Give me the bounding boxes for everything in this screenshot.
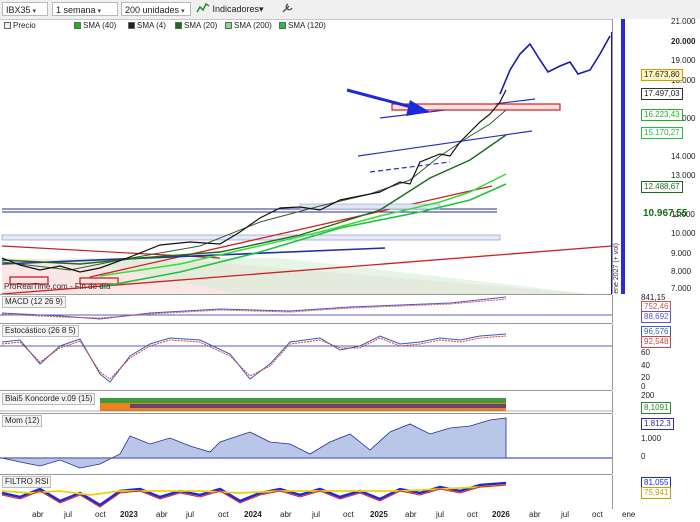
time-axis[interactable]: abr jul oct 2023 abr jul oct 2024 abr ju… [0, 509, 700, 522]
price-tick: 20.000 [671, 37, 696, 46]
indicators-button[interactable]: Indicadores▾ [196, 2, 276, 16]
projection-bar [621, 19, 625, 294]
price-tag-last: 17.673,80 [641, 69, 683, 81]
legend-item[interactable]: SMA (200) [225, 20, 272, 31]
legend-item[interactable]: SMA (120) [279, 20, 326, 31]
chevron-down-icon: ▾ [32, 8, 37, 15]
price-tick: 10.000 [671, 229, 696, 238]
momentum-pane[interactable]: Mom (12) [0, 414, 612, 475]
indicators-label: Indicadores [212, 4, 260, 14]
indicator-chart-icon [196, 2, 210, 13]
price-chart-pane[interactable]: ProRealTime.com - Fin de día [0, 32, 612, 295]
sma-40-line [99, 173, 507, 277]
sma-20-line [1, 134, 507, 265]
legend-item[interactable]: SMA (40) [74, 20, 116, 31]
momentum-axis: 1.812,3 1.000 0 [612, 414, 700, 474]
sma-200-line [1, 109, 507, 271]
chevron-down-icon: ▾ [97, 8, 102, 15]
projection-note: ene 2027 (+ vol) [613, 243, 620, 294]
chevron-down-icon: ▾ [181, 8, 185, 15]
price-tick: 13.000 [671, 171, 696, 180]
price-tag: 16.223,43 [641, 109, 683, 121]
price-tick: 21.000 [671, 17, 696, 26]
toolbar: IBX35 ▾ 1 semana ▾ 200 unidades ▾ Indicador… [0, 0, 700, 20]
support-box [9, 276, 49, 285]
filtro-title: FILTRO RSI [2, 476, 52, 488]
price-tag: 12.488,67 [641, 181, 683, 193]
momentum-title: Mom (12) [2, 415, 43, 427]
price-chart-svg[interactable] [0, 32, 612, 294]
units-label: 200 unidades [125, 5, 180, 15]
price-tick: 14.000 [671, 152, 696, 161]
sma-120-line [99, 183, 507, 288]
price-tick: 11.000 [671, 210, 695, 219]
trend-line [89, 185, 493, 278]
period-select[interactable]: 1 semana ▾ [52, 2, 118, 16]
price-tick: 8.000 [671, 267, 692, 276]
annotation-arrow [346, 88, 416, 110]
chevron-down-icon: ▾ [259, 4, 264, 14]
filtro-rsi-pane[interactable]: FILTRO RSI [0, 475, 612, 510]
price-tick: 9.000 [671, 249, 692, 258]
add-indicator-button[interactable] [280, 2, 294, 16]
price-axis[interactable]: ene 2027 (+ vol) 21.000 20.000 19.000 18… [612, 17, 700, 294]
arrow-head-icon [406, 100, 430, 116]
symbol-select[interactable]: IBX35 ▾ [2, 2, 48, 16]
legend-item[interactable]: Precio [4, 20, 36, 31]
price-line [1, 89, 507, 273]
resistance-box [391, 103, 561, 111]
support-zone [1, 234, 501, 241]
projection-line [499, 35, 611, 95]
koncorde-title: Blai5 Koncorde v.09 (15) [2, 393, 96, 405]
support-box [79, 277, 119, 285]
stochastic-pane[interactable]: Estocástico (26 8 5) [0, 324, 612, 391]
price-tag: 15.170,27 [641, 127, 683, 139]
filtro-axis: 81,055 75,941 [612, 475, 700, 509]
price-tick: 19.000 [671, 56, 696, 65]
wrench-icon [282, 3, 293, 13]
koncorde-axis: 200 8,1091 [612, 391, 700, 414]
koncorde-pane[interactable]: Blai5 Koncorde v.09 (15) [0, 391, 612, 414]
period-label: 1 semana [56, 5, 96, 15]
legend-item[interactable]: SMA (20) [175, 20, 217, 31]
channel-line [369, 161, 451, 173]
macd-axis: 841,15 752,46 88,692 [612, 293, 700, 323]
channel-line [357, 130, 533, 157]
macd-title: MACD (12 26 9) [2, 296, 66, 308]
price-tick: 16.000 [671, 114, 696, 123]
legend-item[interactable]: SMA (4) [128, 20, 166, 31]
price-tick: 18.000 [671, 76, 696, 85]
projection-edge [611, 32, 612, 294]
trend-line [1, 247, 386, 265]
price-tag: 10.967,55 [643, 208, 688, 219]
stochastic-axis: 96,576 92,548 60 40 20 0 [612, 324, 700, 391]
watermark-text: ProRealTime.com - Fin de día [4, 282, 111, 291]
price-tick: 7.000 [671, 284, 692, 293]
symbol-label: IBX35 [6, 5, 31, 15]
price-tag: 17.497,03 [641, 88, 683, 100]
green-shaded-area [60, 258, 590, 294]
units-select[interactable]: 200 unidades ▾ [121, 2, 191, 16]
macd-pane[interactable]: MACD (12 26 9) [0, 295, 612, 324]
stochastic-title: Estocástico (26 8 5) [2, 325, 79, 337]
